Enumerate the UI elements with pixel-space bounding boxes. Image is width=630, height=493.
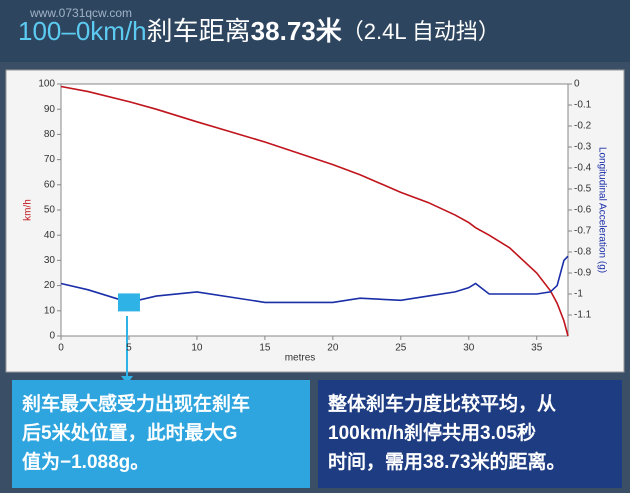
x-tick-label: 0 bbox=[58, 343, 64, 354]
y-tick-label: 0 bbox=[49, 331, 55, 342]
y2-tick-label: 0 bbox=[574, 79, 580, 90]
x-tick-label: 25 bbox=[395, 343, 407, 354]
y2-tick-label: -0.2 bbox=[574, 121, 592, 132]
x-tick-label: 35 bbox=[531, 343, 543, 354]
x-axis-title: metres bbox=[285, 353, 316, 364]
chart-title: 100–0km/h刹车距离38.73米（2.4L 自动挡） bbox=[18, 16, 500, 46]
y-axis-title: km/h bbox=[23, 199, 34, 221]
highlight-marker bbox=[117, 293, 140, 312]
callout-text: 值为−1.088g。 bbox=[22, 450, 149, 473]
y2-tick-label: -0.9 bbox=[574, 268, 592, 279]
y-tick-label: 40 bbox=[44, 230, 56, 241]
banner bbox=[0, 0, 630, 62]
y2-tick-label: -1 bbox=[574, 289, 583, 300]
callout-right bbox=[318, 380, 622, 488]
x-tick-label: 30 bbox=[463, 343, 475, 354]
x-tick-label: 5 bbox=[126, 343, 132, 354]
y-tick-label: 70 bbox=[44, 154, 56, 165]
callout-text: 整体刹车力度比较平均，从 bbox=[328, 392, 556, 415]
y-tick-label: 90 bbox=[44, 104, 56, 115]
x-tick-label: 15 bbox=[259, 343, 271, 354]
callout-text: 刹车最大感受力出现在刹车 bbox=[22, 392, 250, 415]
y2-tick-label: -0.7 bbox=[574, 226, 592, 237]
y2-axis-title: Longitudinal Acceleration (g) bbox=[596, 147, 607, 273]
y2-tick-label: -0.5 bbox=[574, 184, 592, 195]
y-tick-label: 30 bbox=[44, 255, 56, 266]
y-tick-label: 100 bbox=[38, 79, 55, 90]
y2-tick-label: -0.6 bbox=[574, 205, 592, 216]
y-tick-label: 10 bbox=[44, 305, 56, 316]
x-tick-label: 20 bbox=[327, 343, 339, 354]
title-part: 38.73米 bbox=[251, 16, 342, 46]
y-tick-label: 80 bbox=[44, 129, 56, 140]
y2-tick-label: -0.1 bbox=[574, 100, 592, 111]
y2-tick-label: -0.4 bbox=[574, 163, 592, 174]
title-part: 100–0km/h bbox=[18, 16, 147, 46]
callout-text: 时间，需用38.73米的距离。 bbox=[328, 450, 566, 473]
x-tick-label: 10 bbox=[191, 343, 203, 354]
y2-tick-label: -0.8 bbox=[574, 247, 592, 258]
y2-tick-label: -1.1 bbox=[574, 310, 592, 321]
title-part: （2.4L 自动挡） bbox=[342, 19, 500, 44]
callout-text: 100km/h刹停共用3.05秒 bbox=[328, 421, 536, 444]
callout-left bbox=[12, 380, 310, 488]
series-line bbox=[60, 255, 569, 304]
watermark: www.0731qcw.com bbox=[29, 6, 132, 20]
y-tick-label: 20 bbox=[44, 280, 56, 291]
callout-text: 后5米处位置，此时最大G bbox=[22, 421, 237, 444]
y-tick-label: 50 bbox=[44, 205, 56, 216]
y2-tick-label: -0.3 bbox=[574, 142, 592, 153]
y-tick-label: 60 bbox=[44, 179, 56, 190]
series-line bbox=[60, 85, 569, 337]
title-part: 刹车距离 bbox=[147, 16, 251, 46]
